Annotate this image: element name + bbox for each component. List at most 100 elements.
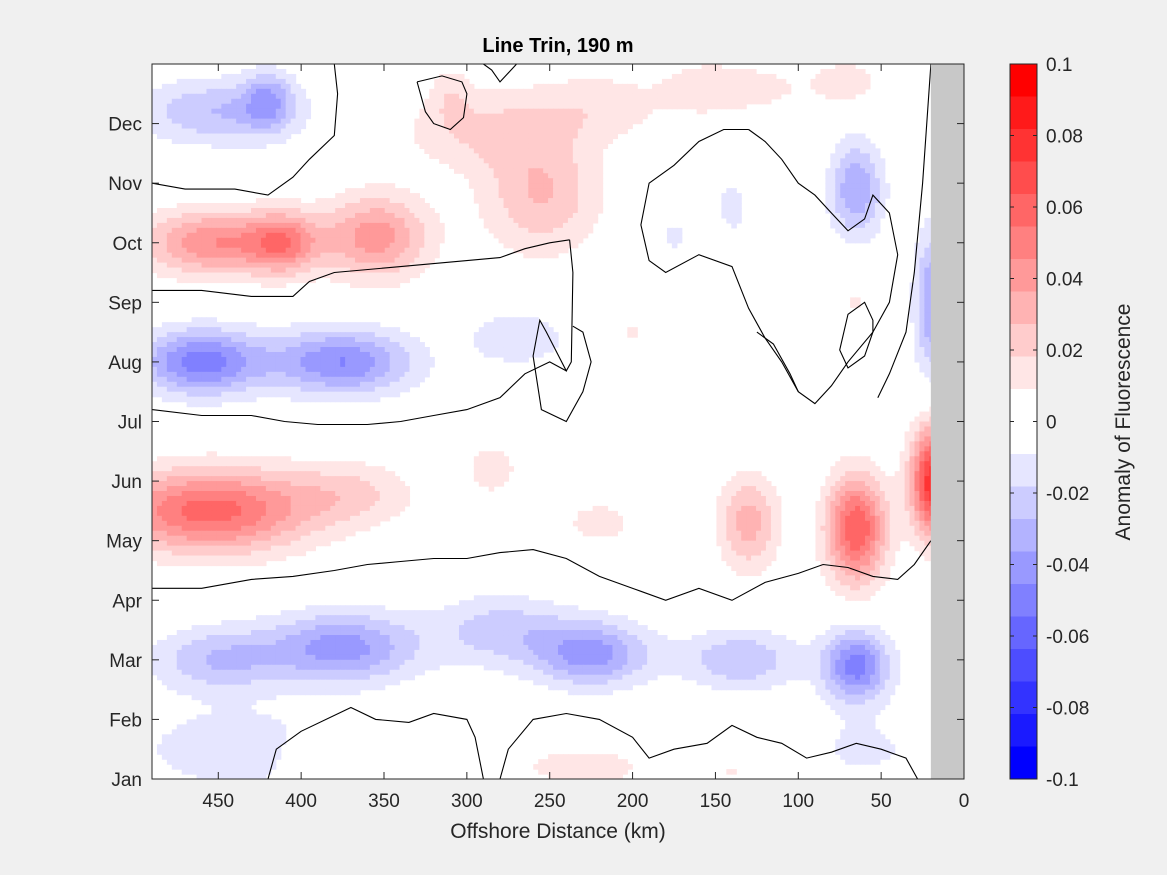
heatmap-cell (860, 153, 866, 159)
heatmap-cell (864, 227, 871, 234)
heatmap-cell (345, 466, 351, 472)
heatmap-cell (211, 356, 217, 363)
heatmap-cell (280, 366, 287, 373)
heatmap-cell (498, 212, 505, 219)
heatmap-cell (543, 198, 549, 204)
heatmap-cell (315, 247, 321, 254)
heatmap-cell (206, 133, 213, 140)
heatmap-cell (444, 128, 450, 135)
heatmap-cell (236, 476, 242, 482)
heatmap-cell (325, 252, 331, 259)
heatmap-cell (171, 391, 178, 398)
heatmap-cell (231, 83, 237, 90)
heatmap-cell (543, 143, 549, 150)
heatmap-cell (280, 103, 287, 110)
heatmap-cell (399, 342, 406, 348)
heatmap-cell (166, 386, 173, 393)
heatmap-cell (246, 351, 252, 358)
heatmap-cell (285, 267, 292, 274)
heatmap-cell (161, 386, 168, 393)
heatmap-cell (295, 103, 302, 110)
heatmap-cell (919, 302, 925, 308)
heatmap-cell (156, 227, 163, 234)
heatmap-cell (176, 252, 183, 259)
heatmap-cell (488, 98, 495, 105)
heatmap-cell (473, 193, 480, 199)
heatmap-cell (548, 133, 554, 140)
heatmap-cell (236, 98, 242, 105)
heatmap-cell (850, 153, 856, 159)
heatmap-cell (503, 118, 510, 125)
heatmap-cell (528, 212, 534, 219)
heatmap-cell (181, 371, 188, 378)
heatmap-cell (642, 108, 648, 115)
heatmap-cell (364, 371, 371, 378)
heatmap-cell (681, 93, 688, 100)
heatmap-cell (761, 486, 767, 492)
heatmap-cell (369, 237, 376, 244)
heatmap-cell (280, 262, 287, 269)
heatmap-cell (176, 227, 183, 234)
heatmap-cell (206, 476, 213, 482)
heatmap-cell (548, 123, 554, 130)
heatmap-cell (439, 128, 445, 135)
heatmap-cell (270, 242, 277, 249)
heatmap-cell (265, 138, 272, 145)
heatmap-cell (553, 178, 559, 184)
heatmap-cell (152, 108, 158, 115)
heatmap-cell (379, 391, 386, 398)
heatmap-cell (904, 481, 911, 487)
heatmap-cell (325, 471, 331, 477)
heatmap-cell (290, 232, 297, 239)
heatmap-cell (845, 481, 851, 487)
heatmap-cell (904, 451, 911, 457)
heatmap-cell (924, 307, 930, 313)
heatmap-cell (419, 371, 425, 378)
heatmap-cell (454, 83, 460, 90)
heatmap-cell (359, 396, 366, 403)
heatmap-cell (211, 481, 217, 487)
heatmap-cell (285, 83, 292, 90)
heatmap-cell (166, 103, 173, 110)
heatmap-cell (176, 133, 183, 140)
heatmap-cell (181, 456, 188, 462)
heatmap-cell (914, 317, 921, 323)
heatmap-cell (374, 188, 381, 194)
heatmap-cell (206, 481, 213, 487)
heatmap-cell (305, 267, 312, 274)
heatmap-cell (389, 242, 396, 249)
heatmap-cell (161, 456, 168, 462)
heatmap-cell (295, 272, 302, 279)
heatmap-cell (251, 108, 257, 115)
heatmap-cell (201, 347, 208, 353)
heatmap-cell (345, 361, 351, 368)
heatmap-cell (265, 198, 272, 204)
heatmap-cell (161, 332, 168, 338)
heatmap-cell (548, 128, 554, 135)
heatmap-cell (850, 183, 856, 189)
heatmap-cell (483, 113, 490, 120)
heatmap-cell (577, 212, 584, 219)
heatmap-cell (548, 183, 554, 189)
heatmap-cell (389, 342, 396, 348)
heatmap-cell (350, 227, 356, 234)
heatmap-cell (528, 332, 534, 338)
heatmap-cell (300, 212, 307, 219)
heatmap-cell (310, 347, 316, 353)
heatmap-cell (226, 247, 232, 254)
heatmap-cell (275, 198, 282, 204)
heatmap-cell (538, 128, 544, 135)
heatmap-cell (632, 93, 638, 100)
heatmap-cell (503, 108, 510, 115)
heatmap-cell (335, 262, 341, 269)
heatmap-cell (181, 212, 188, 219)
heatmap-cell (533, 113, 539, 120)
heatmap-cell (236, 486, 242, 492)
heatmap-cell (340, 227, 346, 234)
heatmap-cell (577, 168, 584, 174)
heatmap-cell (345, 188, 351, 194)
heatmap-cell (864, 148, 871, 154)
heatmap-cell (330, 396, 336, 403)
heatmap-cell (855, 203, 861, 209)
heatmap-cell (850, 64, 856, 70)
